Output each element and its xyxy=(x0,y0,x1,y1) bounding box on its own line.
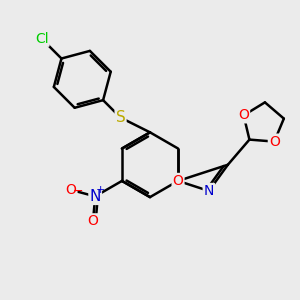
Text: O: O xyxy=(172,174,184,188)
Text: O: O xyxy=(88,214,98,228)
Text: +: + xyxy=(96,185,105,195)
Text: O: O xyxy=(66,183,76,197)
Text: O: O xyxy=(238,108,249,122)
Text: −: − xyxy=(72,185,83,198)
Text: S: S xyxy=(116,110,125,125)
Text: N: N xyxy=(89,189,101,204)
Text: N: N xyxy=(204,184,214,198)
Text: Cl: Cl xyxy=(35,32,49,46)
Text: O: O xyxy=(269,135,280,148)
